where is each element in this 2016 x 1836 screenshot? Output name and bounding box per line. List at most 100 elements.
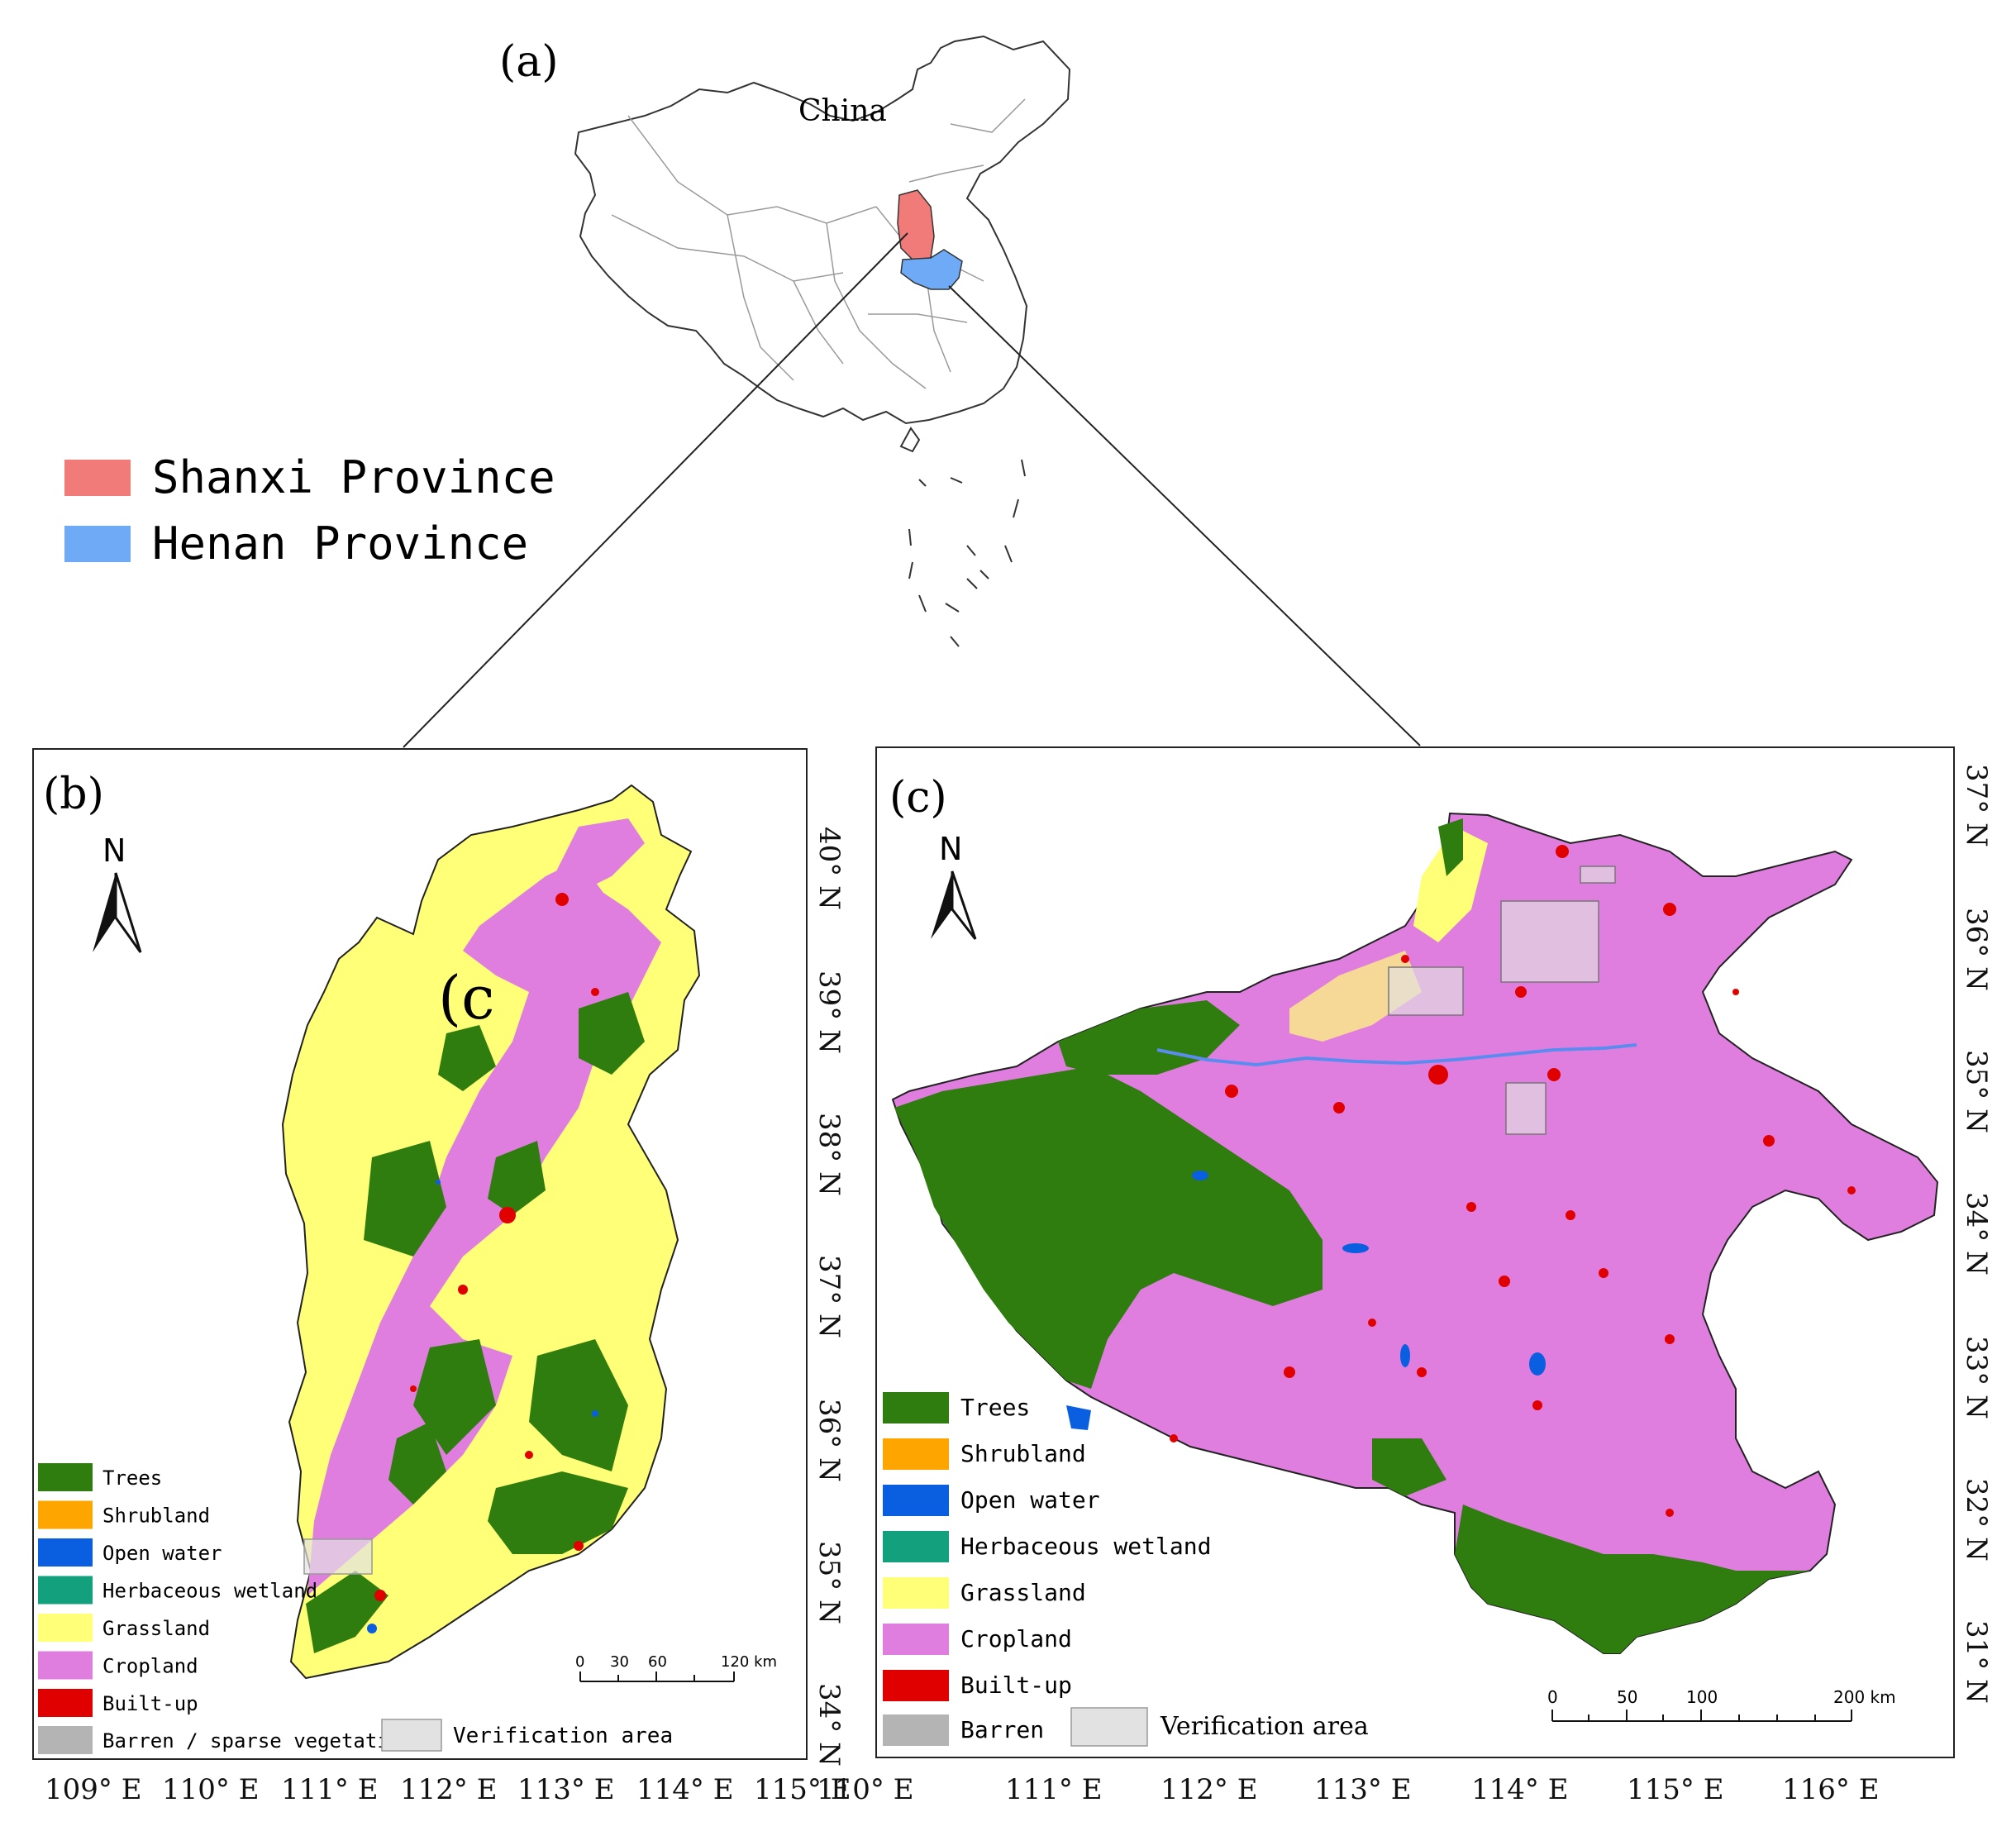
panel-a-label: (a) (499, 37, 559, 87)
lat-tick: 32° N (1960, 1478, 1993, 1562)
henan-legend-label: Henan Province (152, 517, 528, 570)
scale-label: 0 (1547, 1687, 1558, 1707)
panel-c-verification-boxes (1388, 866, 1616, 1135)
legend-label-trees: Trees (960, 1394, 1030, 1421)
shanxi-legend-label: Shanxi Province (152, 451, 555, 503)
barren-swatch (883, 1714, 949, 1746)
lat-tick: 40° N (813, 827, 846, 910)
legend-label-cropland: Cropland (960, 1625, 1072, 1652)
legend-label-builtup: Built-up (960, 1671, 1072, 1699)
legend-swatch-cropland (883, 1624, 949, 1655)
lat-tick: 36° N (813, 1399, 846, 1482)
north-label: N (939, 831, 962, 867)
panel-c-extra-legend: Barren Verification area (883, 1707, 1369, 1747)
panel-c-lat-axis: 37° N 36° N 35° N 34° N 33° N 32° N 31° … (1960, 764, 1993, 1704)
scale-label: 50 (1617, 1687, 1637, 1707)
legend-label-water: Open water (960, 1486, 1100, 1514)
scale-label: 200 km (1833, 1687, 1896, 1707)
legend-swatch-cropland (38, 1651, 93, 1680)
lon-tick: 111° E (281, 1773, 379, 1806)
legend-swatch-trees (38, 1463, 93, 1491)
legend-swatch-water (883, 1485, 949, 1516)
shanxi-swatch (64, 460, 131, 496)
panel-b-verification-box (303, 1538, 373, 1575)
henan-swatch (64, 526, 131, 562)
henan-landcover-map (891, 812, 1939, 1654)
lat-tick: 35° N (813, 1541, 846, 1624)
legend-swatch-shrubland (38, 1500, 93, 1529)
panel-c-label: (c) (889, 773, 947, 823)
legend-label-trees: Trees (102, 1466, 162, 1490)
henan-highlight (900, 249, 963, 290)
legend-swatch-water (38, 1538, 93, 1567)
lon-tick: 111° E (1005, 1773, 1103, 1806)
legend-label-wetland: Herbaceous wetland (102, 1580, 317, 1603)
province-legend: Shanxi Province Henan Province (64, 451, 555, 570)
lat-tick: 36° N (1960, 908, 1993, 991)
verification-swatch (1070, 1707, 1148, 1747)
scale-label: 0 (575, 1653, 584, 1671)
legend-swatch-trees (883, 1392, 949, 1423)
legend-label-water: Open water (102, 1542, 222, 1565)
panel-c-north-arrow: N (931, 831, 977, 940)
panel-c-landcover-legend: Trees Shrubland Open water Herbaceous wetla… (883, 1392, 1211, 1701)
legend-label-grassland: Grassland (960, 1579, 1086, 1606)
legend-label-cropland: Cropland (102, 1655, 198, 1678)
lat-tick: 37° N (813, 1255, 846, 1338)
lat-tick: 34° N (1960, 1192, 1993, 1276)
barren-label: Barren (960, 1716, 1044, 1743)
lat-tick: 38° N (813, 1113, 846, 1196)
lat-tick: 34° N (813, 1683, 846, 1767)
lon-tick: 109° E (45, 1773, 142, 1806)
north-label: N (102, 832, 126, 869)
legend-swatch-builtup (38, 1689, 93, 1717)
scale-label: 60 (648, 1653, 667, 1671)
legend-swatch-wetland (38, 1576, 93, 1605)
shanxi-landcover-map: (c (281, 784, 701, 1680)
panel-c-lon-axis: 110° E 111° E 112° E 113° E 114° E 115° … (817, 1773, 1880, 1806)
lon-tick: 113° E (1314, 1773, 1412, 1806)
panel-b-scale-bar: 0 30 60 120 km (575, 1653, 777, 1682)
lon-tick: 114° E (636, 1773, 734, 1806)
legend-label-wetland: Herbaceous wetland (960, 1533, 1211, 1560)
panel-b-lon-axis: 109° E 110° E 111° E 112° E 113° E 114° … (45, 1773, 851, 1806)
verification-label: Verification area (1160, 1712, 1369, 1741)
legend-swatch-shrubland (883, 1438, 949, 1470)
lon-tick: 110° E (162, 1773, 260, 1806)
china-outline-map (574, 35, 1071, 647)
scale-label: 100 (1686, 1687, 1718, 1707)
lon-tick: 112° E (1161, 1773, 1258, 1806)
legend-swatch-grassland (883, 1577, 949, 1609)
lon-tick: 115° E (754, 1773, 851, 1806)
panel-c-scale-bar: 0 50 100 200 km (1547, 1687, 1896, 1722)
lon-tick: 114° E (1471, 1773, 1569, 1806)
barren-label: Barren / sparse vegetation (102, 1729, 413, 1753)
lat-tick: 33° N (1960, 1336, 1993, 1419)
zoom-line-c (948, 285, 1421, 746)
legend-swatch-builtup (883, 1670, 949, 1701)
inset-c-marker: (c (438, 963, 494, 1032)
lon-tick: 113° E (517, 1773, 615, 1806)
lon-tick: 110° E (817, 1773, 914, 1806)
legend-swatch-wetland (883, 1531, 949, 1562)
panel-b-extra-legend: Barren / sparse vegetation Verification … (38, 1719, 673, 1754)
panel-b-lat-axis: 40° N 39° N 38° N 37° N 36° N 35° N 34° … (813, 827, 846, 1767)
verification-label: Verification area (453, 1724, 673, 1748)
lat-tick: 39° N (813, 970, 846, 1054)
lon-tick: 112° E (400, 1773, 498, 1806)
legend-label-grassland: Grassland (102, 1617, 210, 1640)
lon-tick: 116° E (1782, 1773, 1880, 1806)
scale-label: 120 km (721, 1653, 777, 1671)
lat-tick: 35° N (1960, 1050, 1993, 1133)
china-label: China (798, 94, 887, 128)
zoom-line-b (403, 232, 908, 748)
lat-tick: 31° N (1960, 1620, 1993, 1704)
lat-tick: 37° N (1960, 764, 1993, 847)
legend-label-builtup: Built-up (102, 1692, 198, 1715)
panel-b-landcover-legend: Trees Shrubland Open water Herbaceous wetla… (38, 1463, 317, 1717)
panel-b-label: (b) (43, 770, 104, 819)
legend-label-shrubland: Shrubland (960, 1440, 1086, 1467)
legend-label-shrubland: Shrubland (102, 1505, 210, 1528)
panel-b-north-arrow: N (93, 832, 142, 953)
